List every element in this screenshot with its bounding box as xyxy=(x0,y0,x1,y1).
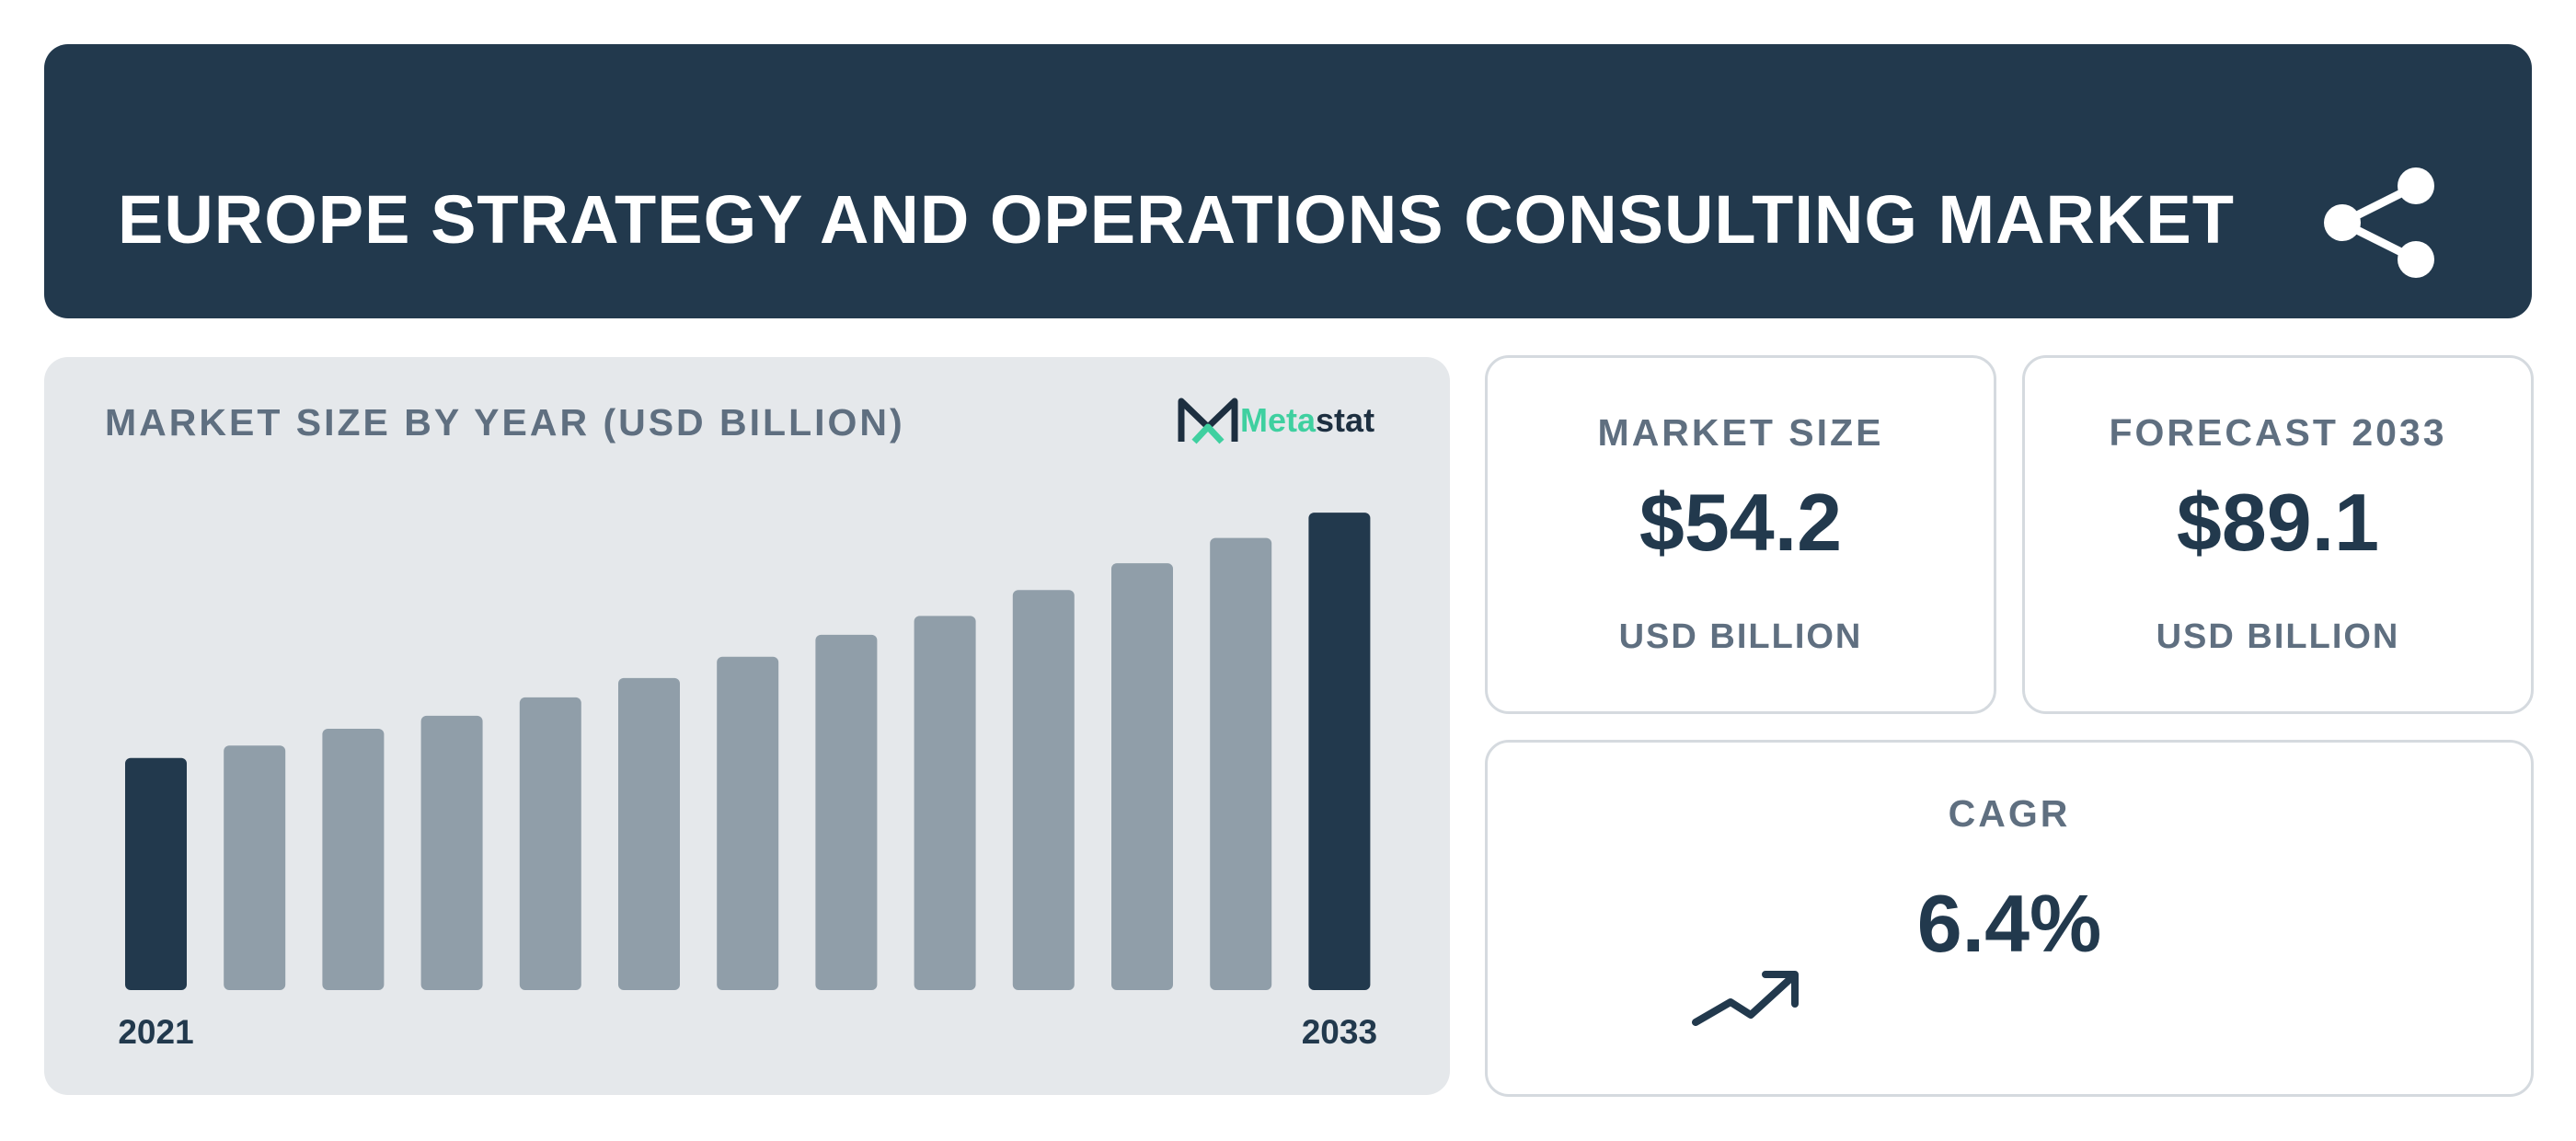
x-tick-label-2021: 2021 xyxy=(118,1013,193,1051)
metastat-logo: Metastat xyxy=(1178,396,1374,445)
bar-2027 xyxy=(717,656,779,990)
trend-up-icon xyxy=(1692,971,1799,1026)
bar-2033 xyxy=(1308,513,1371,990)
metastat-logo-icon xyxy=(1178,398,1238,444)
bar-2026 xyxy=(618,677,680,990)
bar-2031 xyxy=(1111,563,1173,990)
cagr-card: CAGR 6.4% xyxy=(1485,740,2534,1097)
x-tick-label-2033: 2033 xyxy=(1302,1013,1377,1051)
market-size-bar-chart: 2021 2033 xyxy=(118,513,1377,1051)
bar-2022 xyxy=(224,745,286,990)
bar-2021 xyxy=(125,757,187,990)
bar-2023 xyxy=(322,729,385,990)
header-banner: EUROPE STRATEGY AND OPERATIONS CONSULTIN… xyxy=(44,44,2532,318)
bar-2032 xyxy=(1210,537,1272,990)
market-size-value: $54.2 xyxy=(1639,477,1843,568)
forecast-unit: USD BILLION xyxy=(2156,617,2400,656)
page-title: EUROPE STRATEGY AND OPERATIONS CONSULTIN… xyxy=(118,181,2235,258)
forecast-value: $89.1 xyxy=(2176,477,2380,568)
market-size-label: MARKET SIZE xyxy=(1597,411,1884,454)
market-size-card: MARKET SIZE $54.2 USD BILLION xyxy=(1485,355,1996,714)
forecast-label: FORECAST 2033 xyxy=(2109,411,2447,454)
logo-text: Metastat xyxy=(1240,401,1375,439)
bar-2025 xyxy=(519,697,581,990)
chart-panel: 2021 2033 MARKET SIZE BY YEAR (USD BILLIO… xyxy=(44,357,1450,1095)
market-size-unit: USD BILLION xyxy=(1618,617,1863,656)
cagr-label: CAGR xyxy=(1948,792,2071,835)
bar-2030 xyxy=(1012,590,1075,990)
chart-title: MARKET SIZE BY YEAR (USD BILLION) xyxy=(105,401,905,444)
share-icon[interactable] xyxy=(2317,166,2445,287)
bar-2029 xyxy=(914,616,976,990)
cagr-value: 6.4% xyxy=(1916,878,2102,969)
forecast-card: FORECAST 2033 $89.1 USD BILLION xyxy=(2022,355,2534,714)
bar-2028 xyxy=(815,634,878,990)
bar-2024 xyxy=(420,715,483,990)
